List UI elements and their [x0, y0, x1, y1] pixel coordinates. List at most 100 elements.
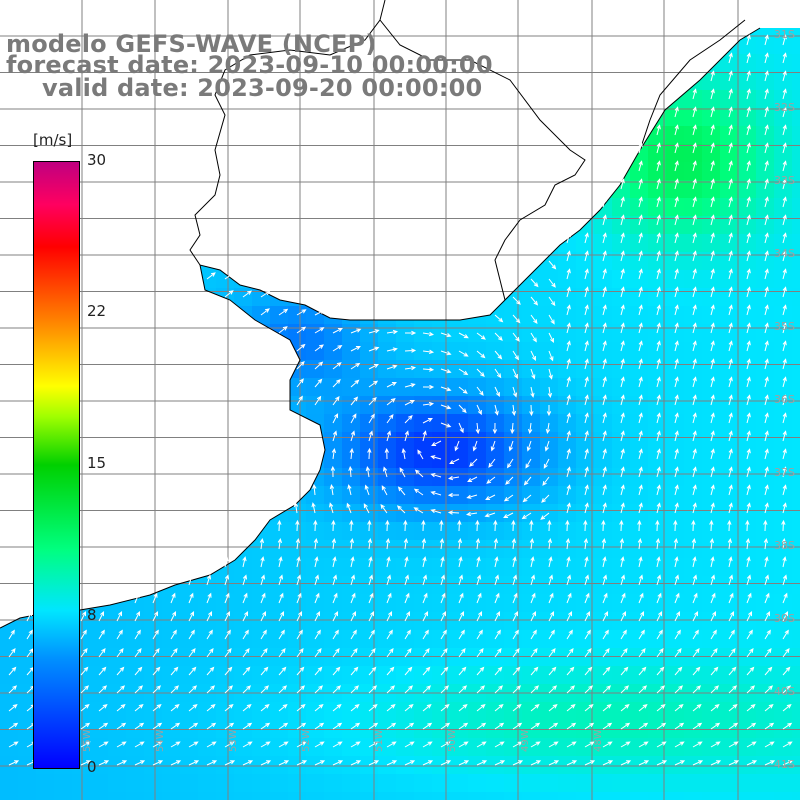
wind-arrow	[350, 413, 357, 424]
wind-arrow	[727, 537, 733, 550]
speed-cell	[774, 90, 793, 109]
wind-arrow	[242, 685, 252, 694]
speed-cell	[594, 648, 613, 667]
wind-arrow	[332, 611, 339, 622]
wind-arrow	[764, 340, 769, 352]
speed-cell	[504, 558, 523, 577]
wind-arrow	[278, 741, 289, 748]
wind-arrow	[522, 494, 532, 503]
wind-arrow	[674, 592, 680, 604]
wind-arrow	[542, 476, 550, 486]
wind-arrow	[692, 268, 697, 280]
wind-arrow	[476, 592, 482, 604]
wind-arrow	[188, 741, 199, 748]
speed-cell	[594, 432, 613, 451]
wind-arrow	[404, 703, 414, 712]
speed-cell	[576, 558, 595, 577]
country-border	[189, 0, 746, 301]
speed-cell	[414, 594, 433, 613]
wind-arrow	[638, 178, 643, 190]
wind-arrow	[764, 703, 774, 712]
speed-cell	[792, 738, 800, 757]
speed-cell	[702, 252, 721, 271]
wind-arrow	[440, 350, 452, 356]
wind-arrow	[638, 666, 647, 676]
speed-cell	[54, 774, 73, 793]
wind-arrow	[584, 412, 589, 424]
wind-arrow	[422, 331, 435, 337]
speed-cell	[396, 648, 415, 667]
wind-arrow	[332, 760, 344, 766]
speed-cell	[576, 540, 595, 559]
wind-arrow	[656, 268, 661, 280]
speed-cell	[378, 630, 397, 649]
speed-cell	[342, 792, 361, 800]
speed-cell	[702, 288, 721, 307]
longitude-label: 53W	[228, 729, 239, 752]
speed-cell	[648, 558, 667, 577]
speed-cell	[612, 342, 631, 361]
wind-arrow	[296, 326, 307, 334]
wind-arrow	[368, 363, 379, 370]
wind-arrow	[566, 685, 576, 694]
speed-cell	[270, 774, 289, 793]
wind-arrow	[503, 494, 514, 502]
wind-arrow	[260, 722, 271, 730]
wind-arrow	[224, 272, 235, 280]
speed-cell	[756, 432, 775, 451]
speed-cell	[450, 648, 469, 667]
speed-cell	[792, 234, 800, 253]
wind-arrow	[746, 376, 751, 388]
wind-arrow	[728, 124, 733, 136]
wind-arrow	[224, 685, 234, 694]
wind-arrow	[602, 629, 609, 640]
wind-arrow	[547, 386, 553, 399]
wind-arrow	[746, 160, 751, 172]
speed-cell	[342, 396, 361, 415]
wind-arrow	[746, 268, 751, 280]
wind-arrow	[440, 760, 452, 766]
speed-cell	[378, 792, 397, 800]
speed-cell	[612, 522, 631, 541]
speed-cell	[720, 216, 739, 235]
speed-cell	[324, 612, 343, 631]
speed-cell	[126, 774, 145, 793]
speed-cell	[684, 342, 703, 361]
speed-cell	[594, 630, 613, 649]
speed-cell	[684, 216, 703, 235]
speed-cell	[270, 540, 289, 559]
wind-arrow	[656, 741, 667, 748]
wind-arrow	[602, 304, 607, 316]
wind-arrow	[674, 124, 679, 136]
speed-cell	[738, 540, 757, 559]
wind-arrow	[8, 760, 20, 766]
speed-cell	[342, 630, 361, 649]
wind-arrow	[638, 556, 643, 568]
wind-arrow	[512, 368, 518, 380]
speed-cell	[738, 612, 757, 631]
speed-cell	[792, 126, 800, 145]
speed-cell	[486, 540, 505, 559]
speed-cell	[414, 540, 433, 559]
wind-arrow	[242, 722, 253, 730]
speed-cell	[270, 522, 289, 541]
wind-arrow	[764, 685, 774, 694]
wind-arrow	[710, 88, 715, 100]
speed-cell	[414, 558, 433, 577]
wind-arrow	[98, 722, 109, 730]
speed-cell	[720, 306, 739, 325]
speed-cell	[396, 666, 415, 685]
wind-arrow	[8, 741, 19, 748]
speed-cell	[360, 486, 379, 505]
wind-arrow	[656, 124, 661, 136]
wind-arrow	[638, 430, 643, 442]
speed-cell	[738, 648, 757, 667]
wind-arrow	[710, 196, 715, 208]
wind-arrow	[430, 490, 442, 496]
speed-cell	[162, 666, 181, 685]
wind-arrow	[656, 196, 661, 208]
wind-arrow	[782, 358, 787, 370]
wind-arrow	[728, 178, 733, 190]
wind-arrow	[188, 592, 194, 604]
wind-arrow	[745, 519, 750, 532]
